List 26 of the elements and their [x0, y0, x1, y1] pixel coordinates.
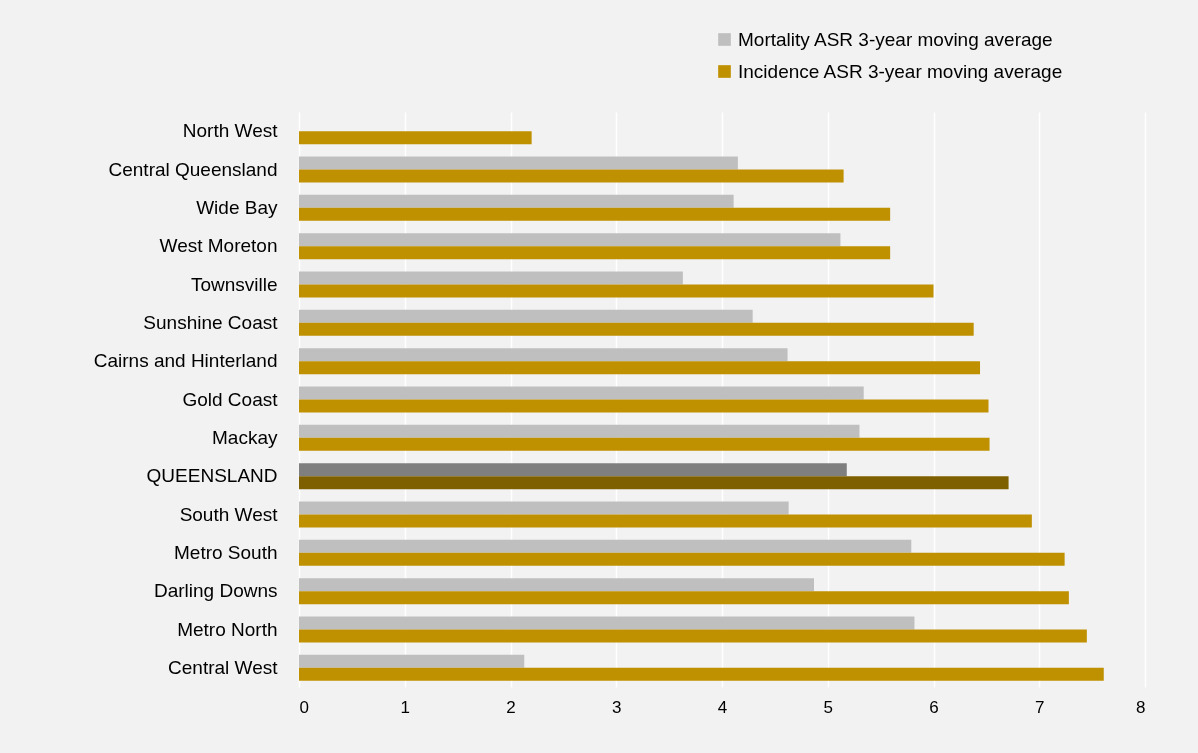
legend-label: Mortality ASR 3-year moving average: [738, 28, 1053, 50]
legend-label: Incidence ASR 3-year moving average: [738, 60, 1063, 82]
y-tick-label: North West: [182, 120, 279, 142]
y-tick-label: South West: [179, 503, 279, 525]
x-tick-label: 7: [1035, 697, 1045, 717]
y-tick-label: Townsville: [190, 273, 278, 295]
x-tick-label: 2: [506, 697, 516, 717]
y-tick-label: Central Queensland: [108, 158, 278, 180]
x-tick-label: 6: [929, 697, 939, 717]
x-tick-label: 0: [299, 697, 309, 717]
y-tick-label: Darling Downs: [153, 580, 278, 602]
y-tick-label: West Moreton: [159, 235, 278, 257]
x-tick-label: 8: [1136, 697, 1146, 717]
y-tick-label: Gold Coast: [182, 388, 279, 410]
y-tick-label: Metro North: [177, 618, 278, 640]
y-tick-label: Mackay: [212, 426, 278, 448]
x-tick-label: 5: [823, 697, 833, 717]
x-tick-label: 4: [717, 697, 728, 717]
x-tick-label: 3: [612, 697, 622, 717]
y-tick-label: Sunshine Coast: [143, 311, 279, 333]
y-tick-label: Central West: [168, 656, 279, 678]
y-tick-label: Wide Bay: [196, 196, 278, 218]
y-tick-label: Metro South: [174, 541, 278, 563]
x-tick-label: 1: [400, 697, 410, 717]
y-tick-label: Cairns and Hinterland: [93, 350, 278, 372]
y-tick-label: QUEENSLAND: [146, 465, 278, 487]
